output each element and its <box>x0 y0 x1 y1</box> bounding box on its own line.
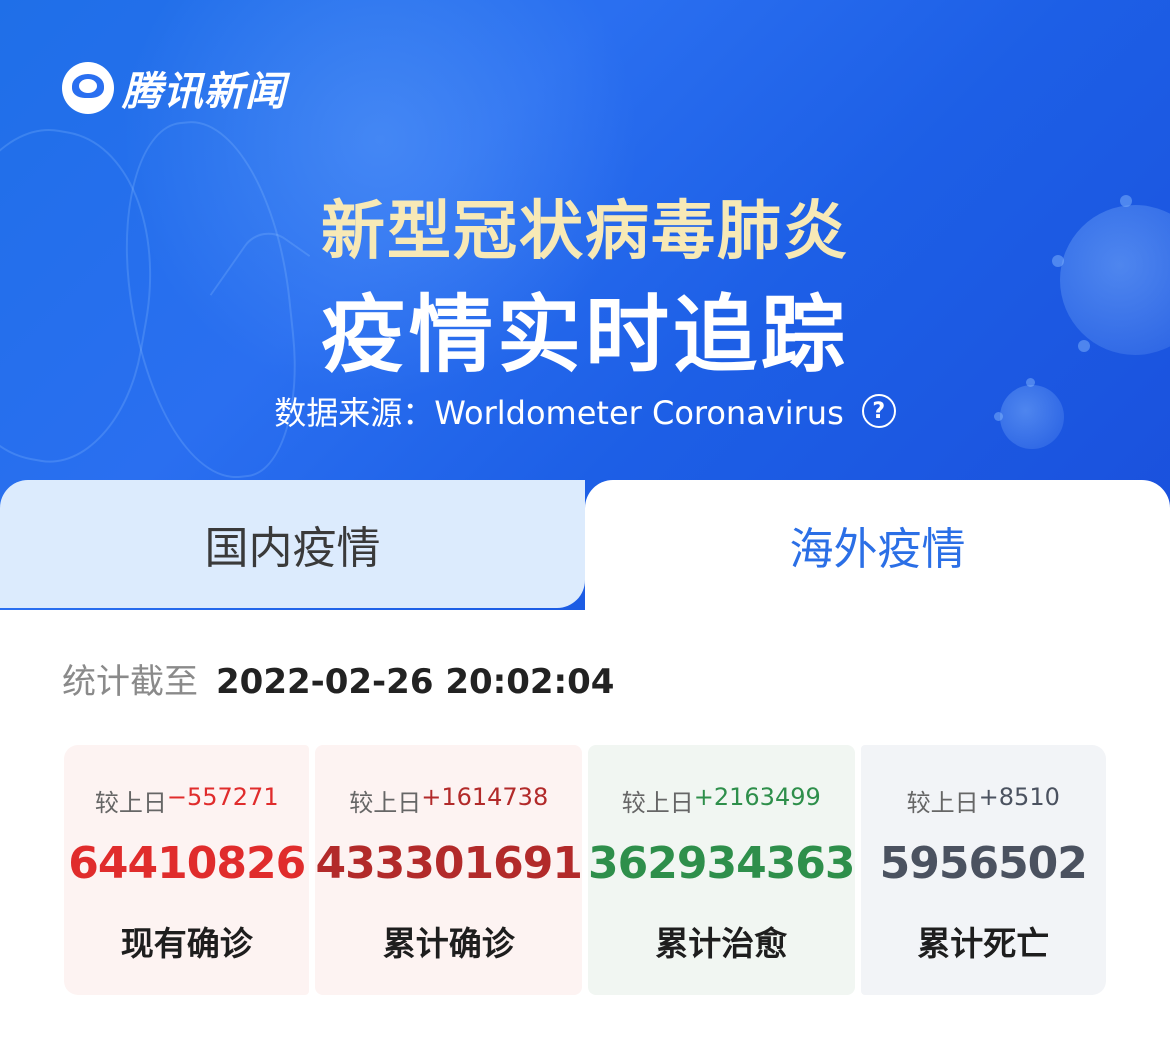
data-source-label: 数据来源： <box>274 394 435 432</box>
card-delta: 较上日 +8510 <box>907 783 1060 818</box>
data-source-name: Worldometer Coronavirus <box>434 394 844 432</box>
delta-prefix: 较上日 <box>906 789 979 817</box>
brand-name: 腾讯新闻 <box>122 69 286 115</box>
card-label: 累计治愈 <box>655 924 788 963</box>
as-of-label: 统计截至 <box>62 662 198 702</box>
virus-spike <box>994 412 1003 421</box>
question-circle-icon[interactable]: ? <box>861 394 896 428</box>
card-value: 433301691 <box>315 838 583 889</box>
virus-spike <box>1052 255 1064 267</box>
card-value: 5956502 <box>879 838 1088 889</box>
virus-spike <box>1026 378 1035 387</box>
stats-panel: 统计截至 2022-02-26 20:02:04 较上日 −557271 6441… <box>0 610 1170 1037</box>
virus-illustration-small <box>1000 385 1064 449</box>
data-source-text: 数据来源：Worldometer Coronavirus <box>274 388 844 434</box>
card-delta: 较上日 +2163499 <box>622 783 821 818</box>
tab-overseas[interactable]: 海外疫情 <box>585 480 1170 610</box>
card-label: 现有确诊 <box>120 924 253 963</box>
tencent-news-logo-icon <box>62 62 114 114</box>
delta-prefix: 较上日 <box>94 789 167 817</box>
delta-prefix: 较上日 <box>349 789 422 817</box>
virus-illustration-large <box>1060 205 1170 355</box>
delta-value: −557271 <box>166 783 279 811</box>
data-source: 数据来源：Worldometer Coronavirus ? <box>0 388 1170 434</box>
card-label: 累计死亡 <box>917 924 1050 963</box>
virus-spike <box>1078 340 1090 352</box>
stats-cards: 较上日 −557271 64410826 现有确诊 较上日 +1614738 433… <box>64 745 1106 995</box>
delta-prefix: 较上日 <box>621 789 694 817</box>
brand-logo[interactable]: 腾讯新闻 <box>62 62 286 115</box>
card-total-cured[interactable]: 较上日 +2163499 362934363 累计治愈 <box>588 745 856 995</box>
card-delta: 较上日 +1614738 <box>349 783 548 818</box>
virus-spike <box>1120 195 1132 207</box>
hero-title-line1: 新型冠状病毒肺炎 <box>321 195 849 269</box>
card-current-confirmed[interactable]: 较上日 −557271 64410826 现有确诊 <box>64 745 310 995</box>
card-total-deaths[interactable]: 较上日 +8510 5956502 累计死亡 <box>860 745 1106 995</box>
tab-domestic[interactable]: 国内疫情 <box>0 480 585 608</box>
card-delta: 较上日 −557271 <box>95 783 279 818</box>
as-of-value: 2022-02-26 20:02:04 <box>216 662 615 702</box>
card-value: 362934363 <box>588 838 856 889</box>
stats-as-of: 统计截至 2022-02-26 20:02:04 <box>62 654 614 703</box>
card-value: 64410826 <box>68 838 306 889</box>
region-tabs: 国内疫情 海外疫情 <box>0 480 1170 610</box>
card-label: 累计确诊 <box>382 924 515 963</box>
hero-title-line2: 疫情实时追踪 <box>320 286 849 384</box>
delta-value: +8510 <box>978 783 1060 811</box>
delta-value: +1614738 <box>421 783 549 811</box>
hero-glow <box>120 0 640 400</box>
delta-value: +2163499 <box>693 783 821 811</box>
card-total-confirmed[interactable]: 较上日 +1614738 433301691 累计确诊 <box>315 745 583 995</box>
